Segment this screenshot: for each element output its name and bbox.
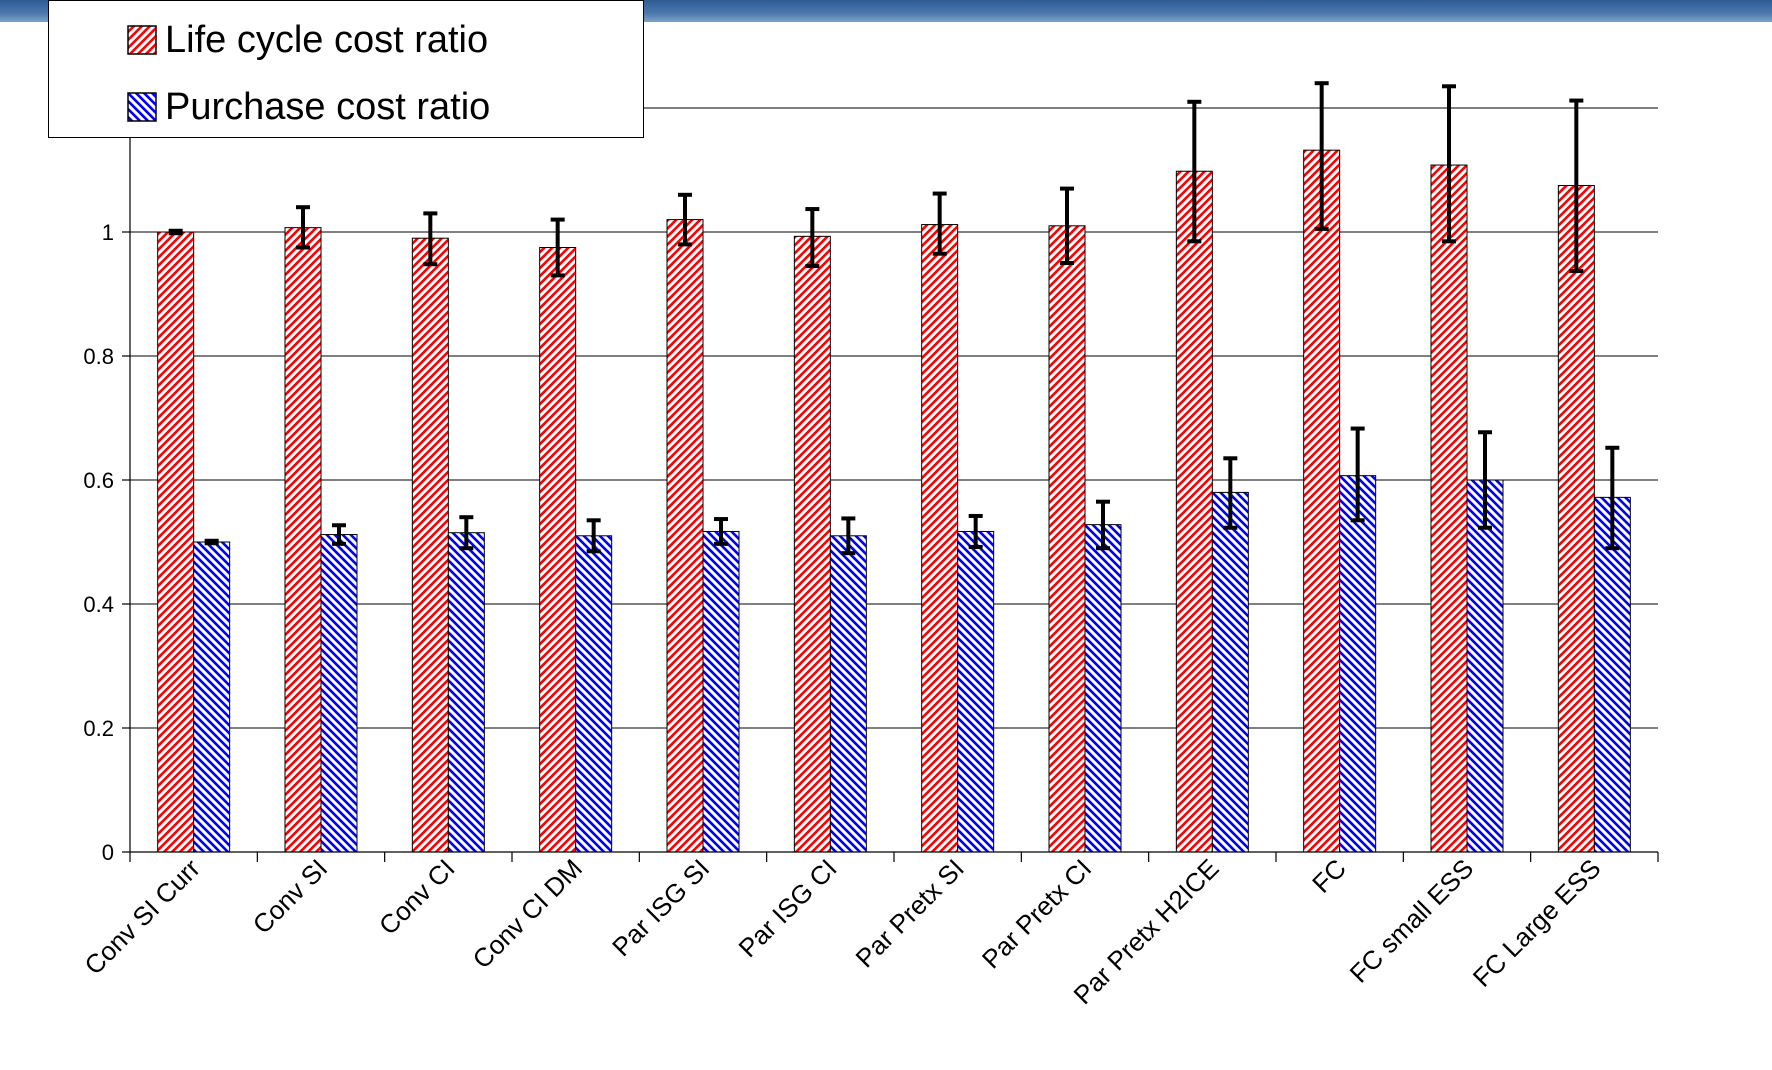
bar-purchase-10 [1466, 479, 1504, 853]
bars [157, 149, 1631, 853]
y-tick-label: 0.8 [83, 344, 114, 369]
legend-swatch-life-cycle [127, 25, 157, 55]
axes [122, 94, 1659, 862]
bar-purchase-0 [193, 541, 231, 853]
bar-purchase-8 [1211, 491, 1249, 853]
x-tick-label: Conv SI [247, 853, 334, 940]
x-tick-label: Conv SI Curr [78, 853, 206, 981]
x-tick-label: Conv CI [373, 853, 461, 941]
x-tick-label: Par Pretx CI [976, 853, 1097, 974]
bar-life-cycle-8 [1175, 170, 1213, 853]
error-bars [168, 81, 1620, 556]
x-tick-label: Conv CI DM [467, 853, 588, 974]
legend-item-life-cycle: Life cycle cost ratio [127, 18, 489, 61]
bar-purchase-11 [1593, 496, 1631, 853]
y-tick-label: 1 [102, 220, 114, 245]
y-tick-label: 0.4 [83, 592, 114, 617]
bar-life-cycle-5 [793, 235, 831, 853]
bar-purchase-4 [702, 530, 740, 853]
bar-life-cycle-9 [1303, 149, 1341, 853]
y-tick-label: 0.6 [83, 468, 114, 493]
bar-purchase-9 [1339, 475, 1377, 853]
y-tick-label: 0.2 [83, 716, 114, 741]
x-tick-label: Par ISG CI [732, 853, 842, 963]
bar-life-cycle-6 [921, 224, 959, 853]
bar-purchase-7 [1084, 524, 1122, 853]
legend-item-purchase: Purchase cost ratio [127, 85, 491, 128]
legend-label-purchase: Purchase cost ratio [165, 85, 491, 128]
bar-life-cycle-2 [411, 237, 449, 853]
bar-life-cycle-0 [157, 231, 195, 853]
bar-purchase-2 [447, 532, 485, 853]
bar-life-cycle-4 [666, 219, 704, 853]
bar-life-cycle-3 [539, 247, 577, 853]
bar-purchase-1 [320, 534, 358, 853]
legend: Life cycle cost ratio Purchase cost rati… [48, 0, 644, 138]
legend-label-life-cycle: Life cycle cost ratio [165, 18, 489, 61]
bar-life-cycle-1 [284, 227, 322, 853]
x-tick-label: Par Pretx SI [850, 853, 970, 973]
bar-life-cycle-10 [1430, 164, 1468, 853]
bar-purchase-3 [575, 535, 613, 853]
bar-purchase-6 [957, 530, 995, 853]
x-tick-label: FC small ESS [1344, 853, 1480, 989]
x-tick-label: FC Large ESS [1467, 853, 1607, 993]
y-tick-label: 0 [102, 840, 114, 865]
bar-life-cycle-11 [1557, 185, 1595, 853]
legend-swatch-purchase [127, 92, 157, 122]
x-tick-label: Par ISG SI [606, 853, 715, 962]
bar-life-cycle-7 [1048, 225, 1086, 853]
x-tick-label: FC [1306, 853, 1352, 899]
gridlines [130, 107, 1658, 729]
bar-purchase-5 [829, 535, 867, 853]
